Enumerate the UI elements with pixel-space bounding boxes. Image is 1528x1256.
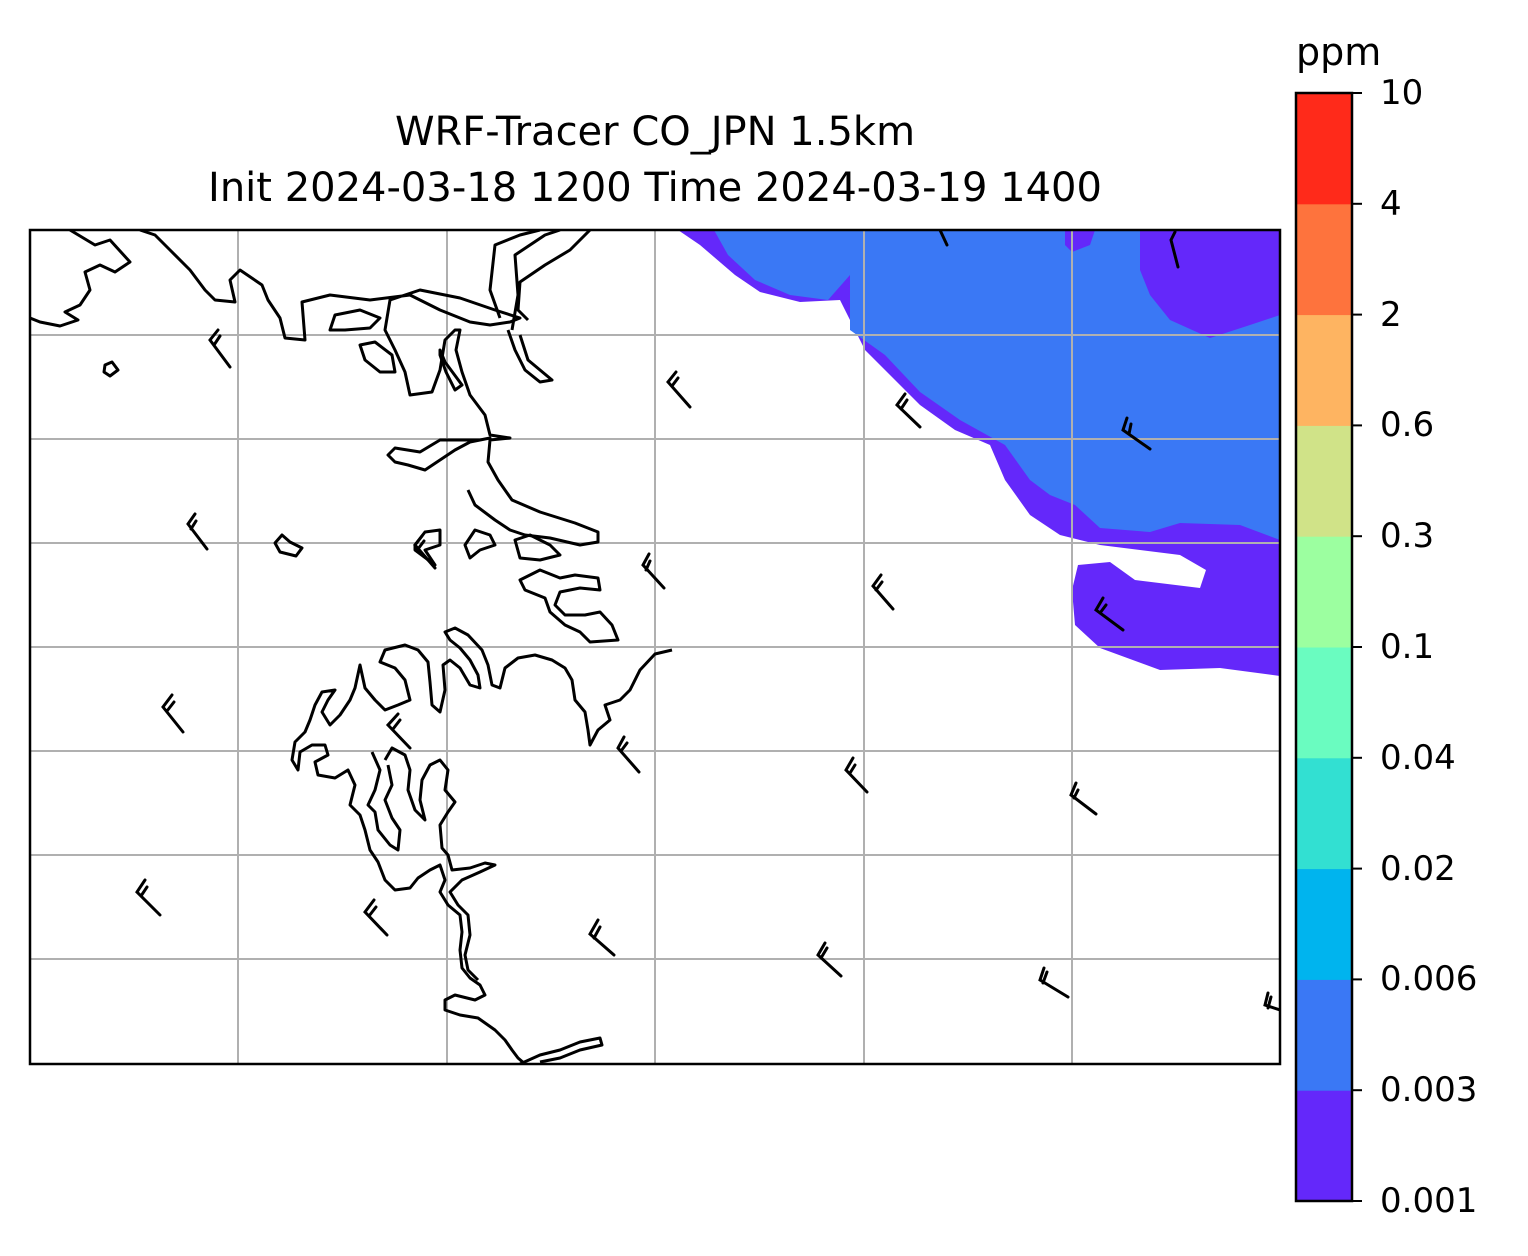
wind-barb [208, 328, 232, 369]
colorbar-swatch [1296, 425, 1352, 537]
wind-barb [186, 512, 209, 551]
wind-barb [871, 573, 895, 611]
wind-barb [413, 534, 437, 570]
colorbar-swatch [1296, 757, 1352, 870]
coastline-central [290, 626, 673, 1064]
colorbar-tick-label: 10 [1380, 73, 1424, 113]
map-title-line-1: WRF-Tracer CO_JPN 1.5km [394, 109, 916, 155]
coastline-bay-a [328, 308, 382, 332]
coastline-south-inlets [366, 746, 497, 982]
wind-barb [1069, 781, 1098, 816]
colorbar-tick-label: 0.02 [1380, 848, 1456, 889]
coastline-north [139, 230, 600, 547]
colorbar-swatch [1296, 647, 1352, 759]
wind-barb [1038, 966, 1070, 999]
coastline-central-west [518, 568, 620, 644]
colorbar-swatch [1296, 314, 1352, 426]
map-frame [28, 228, 1282, 1066]
colorbar-tick-label: 0.006 [1380, 959, 1478, 1000]
colorbar-swatches [1296, 93, 1352, 1202]
wind-barb [844, 756, 869, 794]
wind-barb [161, 693, 185, 734]
wind-barbs [135, 230, 1280, 1012]
colorbar-swatch [1296, 93, 1352, 205]
colorbar-tick-label: 0.003 [1380, 1070, 1478, 1111]
colorbar-swatch [1296, 979, 1352, 1091]
wind-barb [1263, 991, 1280, 1012]
tracer-region-mid [714, 230, 1280, 540]
wind-barb [1094, 596, 1125, 632]
gridlines [30, 230, 1280, 1064]
wind-barb [616, 735, 641, 774]
tracer-pocket [1065, 230, 1280, 338]
coastline-bay-b [358, 340, 397, 374]
coastline-islet-west [102, 360, 120, 378]
coastline-south-tip [519, 1036, 604, 1064]
wind-barb [816, 941, 843, 978]
colorbar-tick-label: 0.001 [1380, 1181, 1478, 1221]
colorbar-swatch [1296, 203, 1352, 316]
colorbar-unit-label: ppm [1296, 30, 1382, 74]
wind-barb [135, 878, 162, 917]
coastlines [30, 230, 673, 1064]
colorbar-tick-label: 0.6 [1380, 405, 1435, 446]
colorbar-tick-label: 0.04 [1380, 737, 1456, 778]
wind-barb [895, 392, 922, 429]
colorbar-tick-label: 2 [1380, 294, 1402, 335]
wind-barb [385, 712, 412, 750]
colorbar-swatch [1296, 536, 1352, 648]
wind-barb [938, 230, 949, 247]
coastline-northwest [30, 230, 132, 328]
wind-barb [666, 370, 692, 409]
colorbar-tick-label: 0.3 [1380, 516, 1435, 557]
map-title-line-2: Init 2024-03-18 1200 Time 2024-03-19 140… [208, 165, 1102, 211]
wind-barb [1121, 416, 1152, 451]
coastline-islands-mid [413, 528, 562, 567]
wind-barb [363, 898, 389, 937]
colorbar-swatch [1296, 1090, 1352, 1202]
coastline-island-a [273, 533, 304, 558]
colorbar-tick-label: 4 [1380, 183, 1402, 224]
coastline-inner-sea [438, 230, 592, 392]
coastline-peninsula [386, 436, 492, 472]
wind-barb [641, 552, 666, 590]
wind-barb [1169, 230, 1180, 269]
colorbar-ticks [1352, 92, 1362, 1202]
map-panel [30, 230, 1280, 1064]
colorbar-swatch [1296, 868, 1352, 980]
coastline-channel [488, 230, 561, 384]
wind-barb [588, 918, 616, 957]
colorbar-tick-label: 0.1 [1380, 627, 1435, 667]
